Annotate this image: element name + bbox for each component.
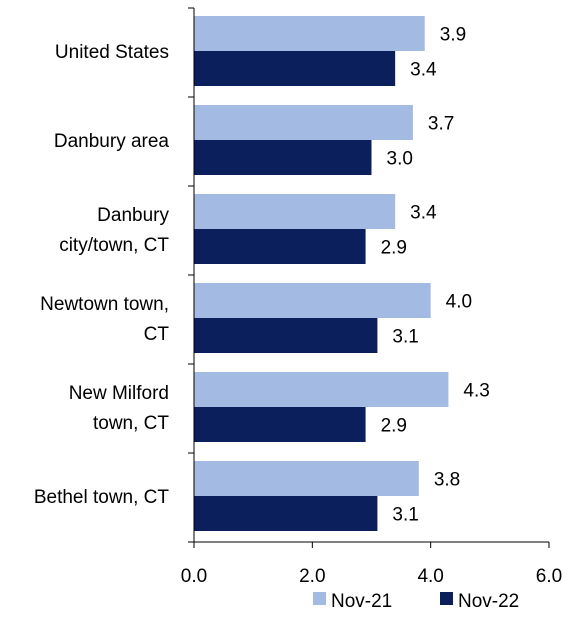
data-label-nov-21-1: 3.7 [428,114,454,135]
legend-label-nov-22: Nov-22 [458,591,519,612]
data-label-nov-21-3: 4.0 [446,292,472,313]
data-label-nov-22-1: 3.0 [387,149,413,170]
legend-label-nov-21: Nov-21 [331,591,392,612]
category-labels-group: United States Danbury area Danbury city/tow… [34,42,170,508]
legend-swatch-nov-22 [440,592,453,605]
data-label-nov-22-2: 2.9 [381,238,407,259]
category-label-5: Bethel town, CT [34,487,170,508]
value-labels-group: 3.93.43.73.03.42.94.03.14.32.93.83.1 [381,25,490,526]
bar-nov-21-4 [194,372,449,407]
x-tick-label-2: 4.0 [417,566,443,587]
bar-nov-22-5 [194,496,378,531]
data-label-nov-21-4: 4.3 [463,381,489,402]
bar-nov-21-3 [194,283,431,318]
category-label-2: Danbury city/town, CT [59,205,169,256]
x-tick-label-0: 0.0 [181,566,207,587]
data-label-nov-22-4: 2.9 [381,416,407,437]
bar-nov-21-1 [194,105,413,140]
data-label-nov-21-2: 3.4 [410,203,437,224]
category-label-4: New Milford town, CT [69,383,170,434]
data-label-nov-22-5: 3.1 [392,505,418,526]
bar-nov-22-0 [194,51,396,86]
bar-nov-22-2 [194,229,366,264]
data-label-nov-22-3: 3.1 [392,327,418,348]
category-label-1: Danbury area [54,131,170,152]
bar-nov-22-3 [194,318,378,353]
bar-nov-21-0 [194,16,425,51]
x-tick-label-3: 6.0 [536,566,562,587]
data-label-nov-21-5: 3.8 [434,470,460,491]
legend: Nov-21 Nov-22 [313,591,519,612]
axes-group: 0.0 2.0 4.0 6.0 [181,7,562,587]
bar-nov-21-2 [194,194,396,229]
bar-nov-22-1 [194,140,372,175]
legend-swatch-nov-21 [313,592,326,605]
bar-nov-21-5 [194,461,419,496]
data-label-nov-22-0: 3.4 [410,60,437,81]
x-tick-label-1: 2.0 [299,566,325,587]
data-label-nov-21-0: 3.9 [440,25,466,46]
category-label-3: Newtown town, CT [40,294,169,345]
bar-nov-22-4 [194,407,366,442]
category-label-0: United States [55,42,169,63]
bars-group [194,16,449,531]
